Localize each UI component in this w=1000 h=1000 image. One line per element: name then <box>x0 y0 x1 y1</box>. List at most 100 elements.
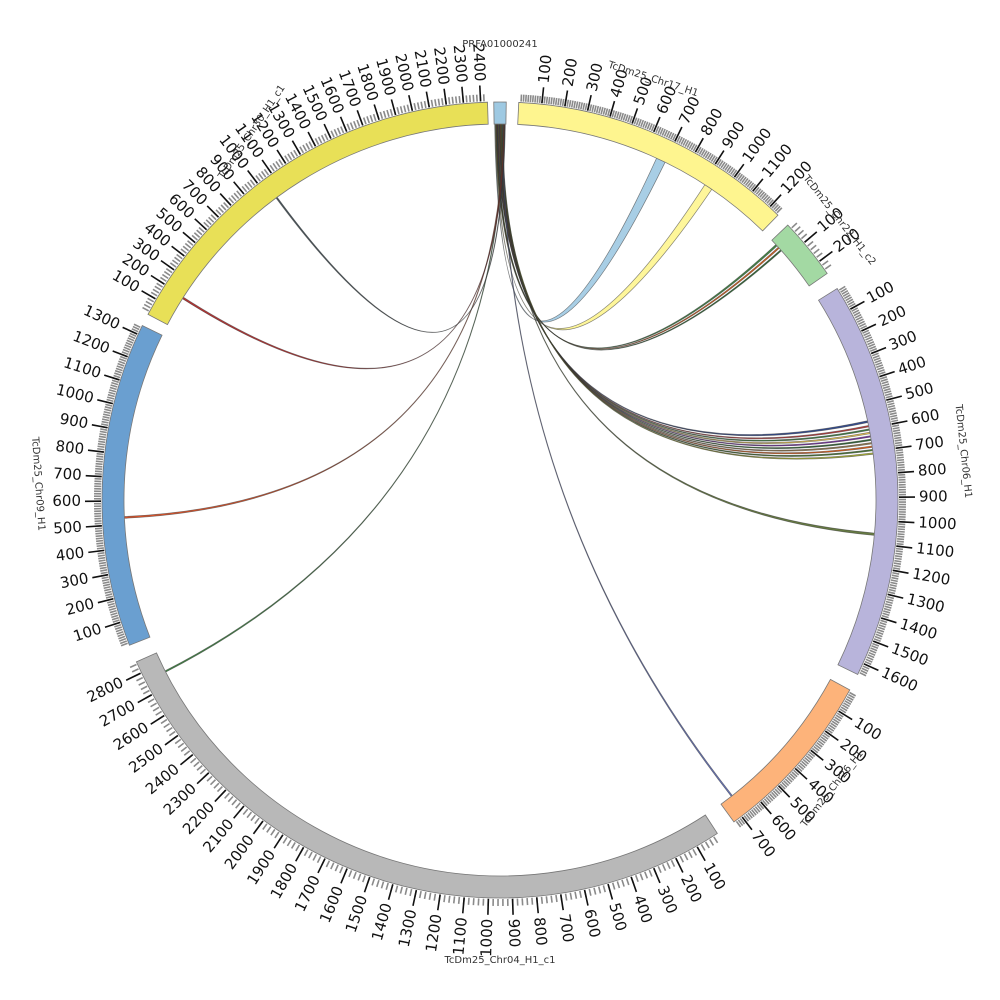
minor-tick <box>870 647 878 652</box>
minor-tick <box>163 270 171 277</box>
minor-tick <box>791 222 798 229</box>
major-tick <box>461 897 465 914</box>
major-tick <box>412 889 418 906</box>
tick-label: 1300 <box>395 908 421 949</box>
minor-tick <box>832 718 840 724</box>
tick-label: 2200 <box>430 46 453 86</box>
minor-tick <box>99 433 107 436</box>
minor-tick <box>743 178 749 185</box>
minor-tick <box>352 871 357 879</box>
minor-tick <box>366 116 371 124</box>
minor-tick <box>805 755 813 761</box>
minor-tick <box>860 669 868 675</box>
minor-tick <box>570 100 574 108</box>
minor-tick <box>873 638 881 643</box>
minor-tick <box>661 128 666 136</box>
minor-tick <box>728 166 734 174</box>
minor-tick <box>884 605 892 609</box>
major-tick <box>317 858 326 874</box>
minor-tick <box>465 95 468 103</box>
minor-tick <box>255 175 261 182</box>
minor-tick <box>404 887 408 895</box>
minor-tick <box>764 196 771 203</box>
minor-tick <box>112 619 120 623</box>
minor-tick <box>531 95 535 103</box>
minor-tick <box>96 539 104 543</box>
minor-tick <box>330 130 335 138</box>
minor-tick <box>209 779 217 786</box>
minor-tick <box>709 839 715 846</box>
segment-chr17 <box>517 102 779 232</box>
tick-label: 500 <box>903 379 935 404</box>
tick-label: 1200 <box>422 913 446 953</box>
major-tick <box>356 110 364 126</box>
minor-tick <box>249 179 256 186</box>
major-tick <box>559 894 564 911</box>
minor-tick <box>286 839 292 847</box>
minor-tick <box>124 344 132 349</box>
minor-tick <box>595 105 600 114</box>
minor-tick <box>679 855 685 863</box>
minor-tick <box>100 571 108 575</box>
minor-tick <box>108 605 116 609</box>
minor-tick <box>399 886 403 894</box>
tick-label: 1300 <box>905 590 946 617</box>
minor-tick <box>892 426 900 430</box>
major-tick <box>295 846 305 862</box>
major-tick <box>87 449 104 453</box>
minor-tick <box>879 621 887 626</box>
minor-tick <box>851 307 859 312</box>
minor-tick <box>97 447 105 451</box>
minor-tick <box>346 123 351 131</box>
minor-tick <box>846 298 854 304</box>
minor-tick <box>389 108 394 117</box>
minor-tick <box>716 159 722 166</box>
minor-tick <box>242 808 249 816</box>
tick-label: 1700 <box>291 872 324 914</box>
minor-tick <box>823 732 831 738</box>
minor-tick <box>761 192 767 200</box>
minor-tick <box>841 704 849 710</box>
minor-tick <box>117 633 125 638</box>
minor-tick <box>317 136 323 144</box>
minor-tick <box>206 775 213 782</box>
minor-tick <box>101 578 110 582</box>
minor-tick <box>295 844 301 852</box>
minor-tick <box>302 144 308 152</box>
minor-tick <box>767 199 774 206</box>
minor-tick <box>624 114 629 122</box>
segment-chr30 <box>147 101 489 326</box>
minor-tick <box>881 614 889 619</box>
minor-tick <box>316 856 322 864</box>
minor-tick <box>644 121 649 129</box>
major-tick <box>408 94 414 111</box>
tick-label: 1100 <box>450 916 471 956</box>
minor-tick <box>372 113 377 122</box>
minor-tick <box>751 809 757 816</box>
minor-tick <box>95 532 103 535</box>
minor-tick <box>145 300 153 306</box>
major-tick <box>887 593 904 599</box>
tick-label: 700 <box>675 93 704 127</box>
major-tick <box>160 259 175 271</box>
minor-tick <box>889 409 897 413</box>
minor-tick <box>290 842 296 849</box>
tick-label: 600 <box>910 405 942 428</box>
minor-tick <box>142 689 150 695</box>
minor-tick <box>320 134 326 142</box>
minor-tick <box>684 140 690 147</box>
minor-tick <box>667 131 673 139</box>
minor-tick <box>96 547 104 550</box>
minor-tick <box>885 600 893 605</box>
tick-label: 1000 <box>918 513 957 533</box>
minor-tick <box>564 893 568 901</box>
major-tick <box>535 897 540 914</box>
minor-tick <box>757 189 764 197</box>
minor-tick <box>897 461 905 464</box>
minor-tick <box>808 751 816 758</box>
tick-label: 900 <box>505 918 524 947</box>
minor-tick <box>430 99 434 107</box>
minor-tick <box>831 720 839 726</box>
tick-label: 200 <box>876 302 910 330</box>
minor-tick <box>213 782 220 789</box>
